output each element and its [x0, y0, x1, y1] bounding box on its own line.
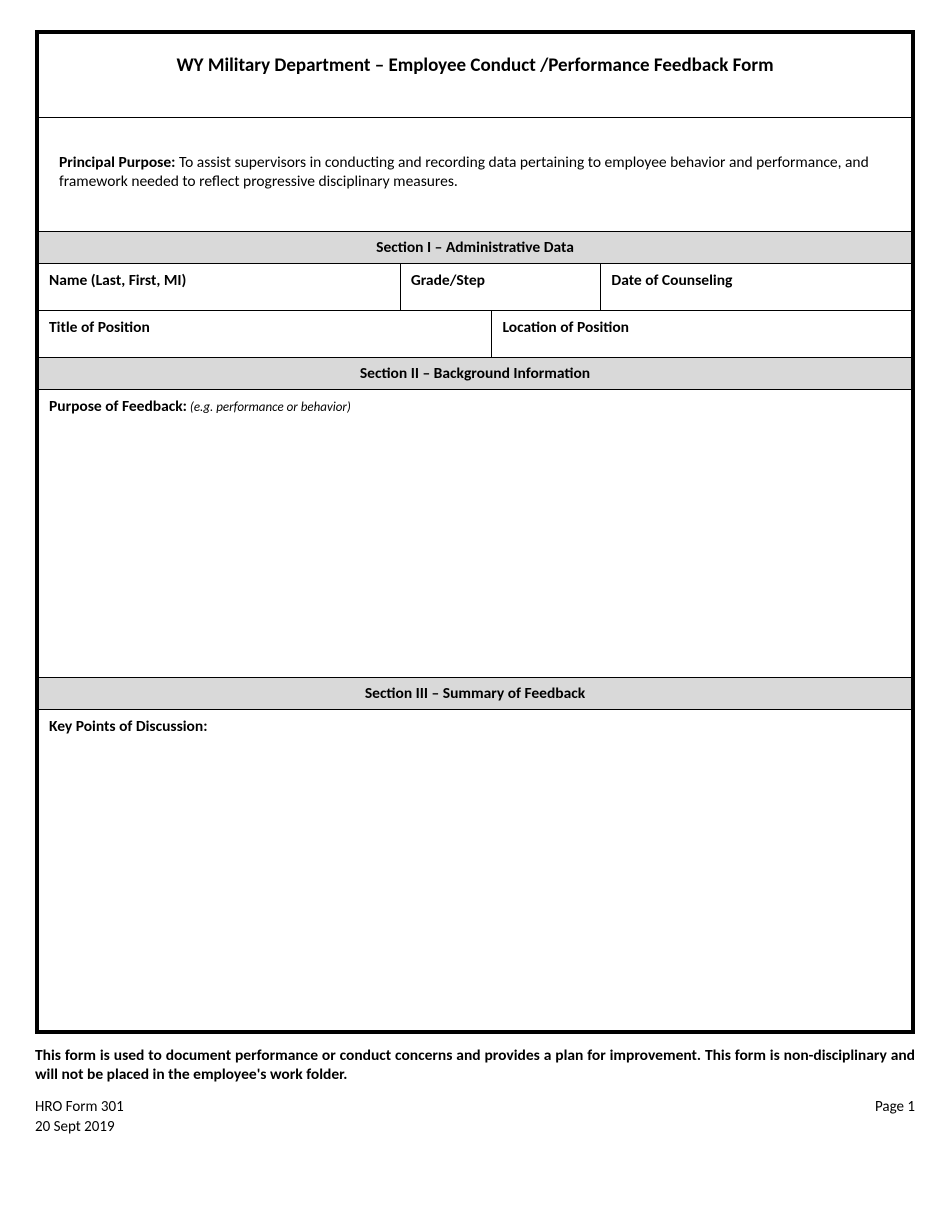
location-position-field[interactable]: Location of Position: [492, 311, 911, 357]
grade-step-label: Grade/Step: [411, 271, 485, 290]
admin-row-1: Name (Last, First, MI) Grade/Step Date o…: [39, 264, 911, 311]
page-number: Page 1: [875, 1098, 915, 1116]
form-id: HRO Form 301: [35, 1098, 124, 1118]
footer-left: HRO Form 301 20 Sept 2019: [35, 1098, 124, 1137]
form-outer-border: WY Military Department – Employee Conduc…: [35, 30, 915, 1034]
location-position-label: Location of Position: [502, 318, 629, 337]
date-counseling-label: Date of Counseling: [611, 271, 732, 290]
keypoints-field[interactable]: Key Points of Discussion:: [39, 710, 911, 1030]
section1-header: Section I – Administrative Data: [39, 232, 911, 264]
title-position-label: Title of Position: [49, 318, 150, 337]
principal-purpose-label: Principal Purpose:: [59, 153, 175, 172]
section3-header: Section III – Summary of Feedback: [39, 678, 911, 710]
disclaimer-text: This form is used to document performanc…: [35, 1034, 915, 1092]
name-label: Name (Last, First, MI): [49, 271, 186, 290]
keypoints-label: Key Points of Discussion:: [49, 717, 207, 736]
date-counseling-field[interactable]: Date of Counseling: [601, 264, 911, 310]
section2-header: Section II – Background Information: [39, 358, 911, 390]
form-title: WY Military Department – Employee Conduc…: [176, 54, 773, 77]
purpose-feedback-label: Purpose of Feedback:: [49, 397, 187, 416]
footer-row: HRO Form 301 20 Sept 2019 Page 1: [35, 1092, 915, 1137]
purpose-feedback-field[interactable]: Purpose of Feedback: (e.g. performance o…: [39, 390, 911, 678]
grade-step-field[interactable]: Grade/Step: [401, 264, 602, 310]
purpose-feedback-hint: (e.g. performance or behavior): [187, 400, 351, 415]
name-field[interactable]: Name (Last, First, MI): [39, 264, 401, 310]
principal-purpose-row: Principal Purpose: To assist supervisors…: [39, 118, 911, 232]
admin-row-2: Title of Position Location of Position: [39, 311, 911, 358]
form-title-row: WY Military Department – Employee Conduc…: [39, 34, 911, 118]
principal-purpose-text: To assist supervisors in conducting and …: [59, 153, 869, 191]
title-position-field[interactable]: Title of Position: [39, 311, 492, 357]
form-date: 20 Sept 2019: [35, 1118, 124, 1138]
page-container: WY Military Department – Employee Conduc…: [0, 0, 950, 1230]
